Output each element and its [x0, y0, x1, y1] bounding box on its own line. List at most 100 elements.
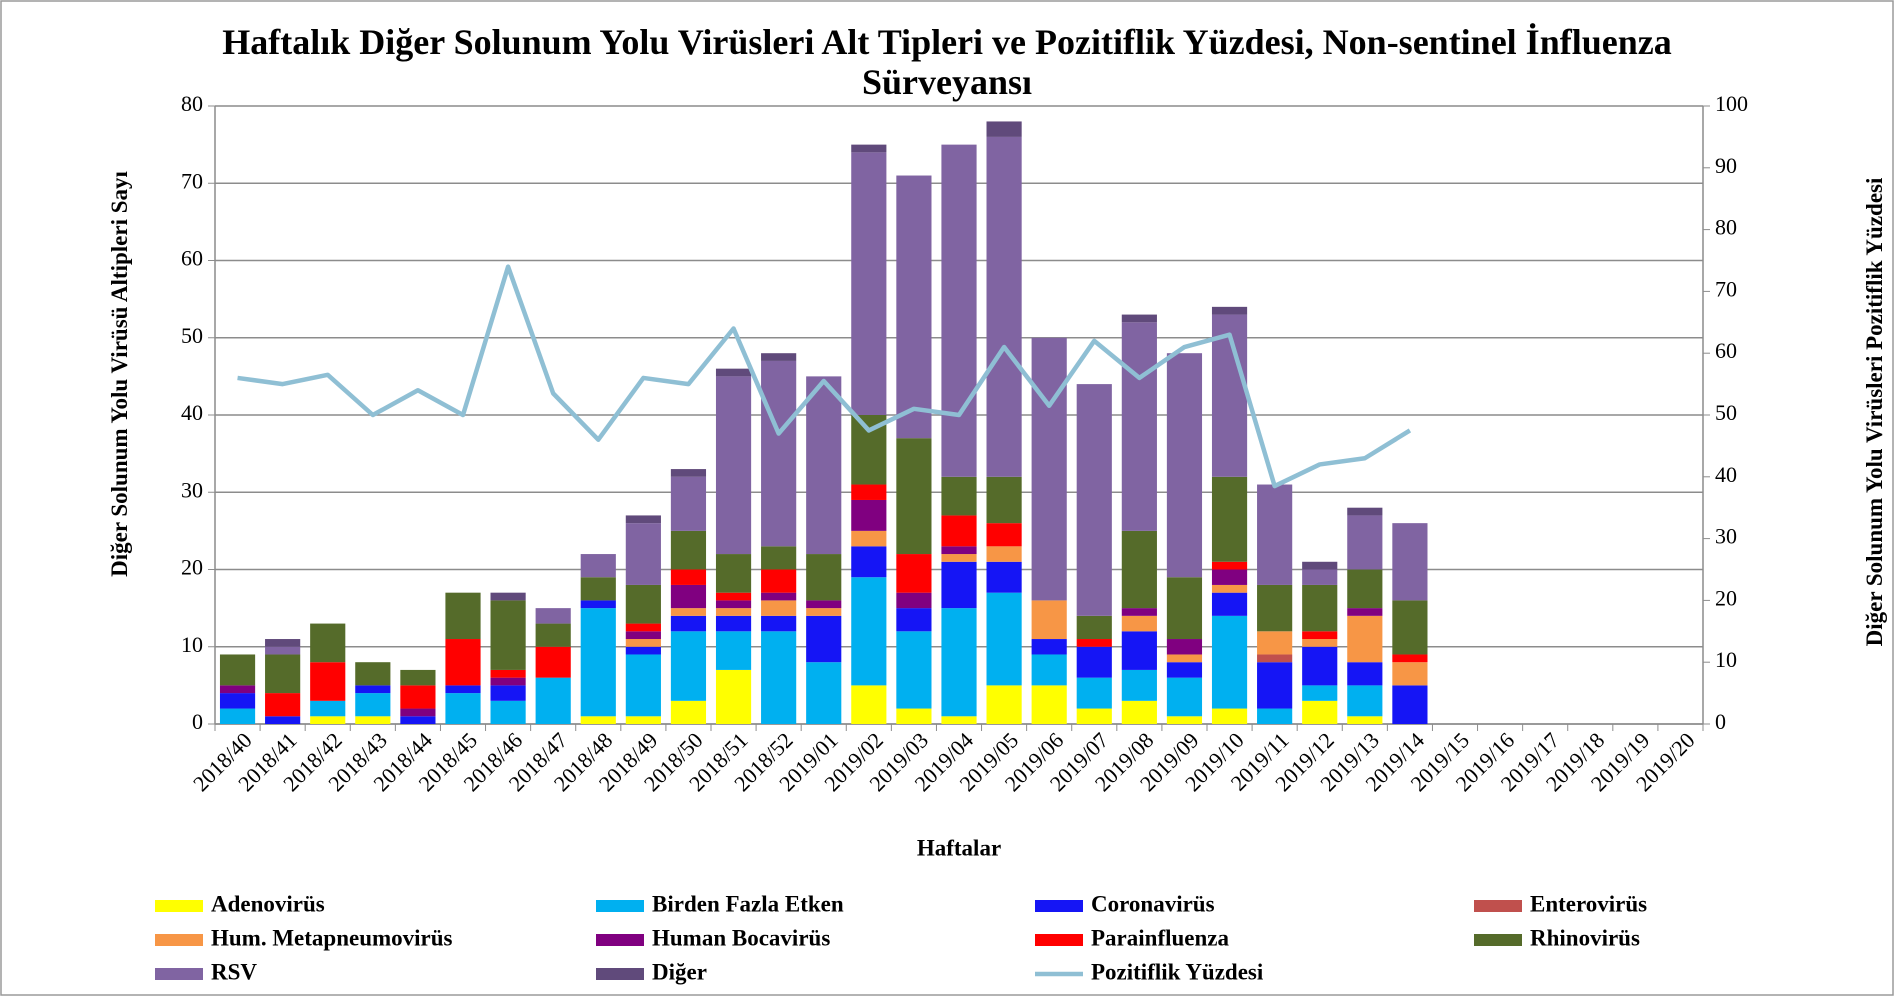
bar-segment	[1121, 530, 1157, 609]
bar-segment	[1211, 592, 1248, 616]
bar-segment	[1392, 523, 1428, 601]
bar-segment	[400, 669, 436, 686]
bar-segment	[1121, 631, 1157, 670]
bar-segment	[670, 631, 707, 701]
bar-segment	[896, 631, 932, 709]
bar-segment	[896, 608, 932, 632]
bar-segment	[851, 577, 887, 686]
y-tick-label: 0	[192, 709, 203, 734]
bar-segment	[1347, 515, 1383, 570]
bar-segment	[265, 639, 301, 647]
bar-segment	[580, 608, 616, 717]
bar-segment	[1211, 584, 1248, 593]
bar-segment	[896, 175, 932, 439]
bar-segment	[715, 669, 752, 724]
bar-segment	[535, 646, 571, 678]
bar-segment	[941, 476, 977, 516]
bar-segment	[400, 716, 436, 724]
bar-segment	[761, 615, 797, 632]
bar-segment	[941, 144, 977, 477]
bar-segment	[535, 677, 571, 724]
bar-segment	[851, 144, 887, 153]
bar-segment	[310, 623, 346, 663]
bar-segment	[1347, 507, 1383, 516]
bar-segment	[1121, 608, 1157, 616]
bar-segment	[310, 662, 346, 701]
bar-segment	[400, 708, 436, 717]
legend-swatch	[155, 968, 203, 980]
bar-segment	[625, 631, 661, 640]
y-tick-label: 30	[181, 477, 203, 502]
bar-segment	[1076, 639, 1112, 647]
legend-label: Birden Fazla Etken	[652, 891, 844, 916]
bar-segment	[715, 600, 752, 609]
y2-tick-label: 70	[1715, 276, 1737, 301]
bar-segment	[896, 554, 932, 593]
bar-segment	[761, 353, 797, 361]
bar-segment	[986, 546, 1022, 562]
legend-label: Parainfluenza	[1091, 925, 1229, 950]
bar-segment	[1211, 476, 1248, 562]
y2-tick-label: 50	[1715, 400, 1737, 425]
bar-segment	[490, 685, 526, 701]
bar-segment	[490, 669, 526, 678]
bar-segment	[219, 685, 256, 694]
bar-segment	[355, 685, 391, 694]
bar-segment	[1347, 662, 1383, 686]
legend-label: Coronavirüs	[1091, 891, 1215, 916]
bar-segment	[1257, 654, 1293, 663]
bar-segment	[670, 530, 707, 570]
bar-segment	[445, 639, 481, 686]
bar-segment	[986, 685, 1022, 724]
bar-segment	[1166, 677, 1203, 717]
bar-segment	[1257, 708, 1293, 724]
legend-swatch	[155, 900, 203, 912]
bar-segment	[625, 646, 661, 655]
bar-segment	[941, 608, 977, 717]
bar-segment	[1166, 353, 1203, 578]
legend-label: Diğer	[652, 959, 707, 984]
bar-segment	[806, 608, 842, 616]
bar-segment	[851, 546, 887, 578]
x-axis-label: Haftalar	[917, 835, 1001, 860]
bar-segment	[806, 662, 842, 724]
bar-segment	[1302, 631, 1338, 640]
bar-segment	[670, 700, 707, 724]
bar-segment	[355, 662, 391, 686]
bar-segment	[355, 693, 391, 717]
bar-segment	[761, 546, 797, 570]
bar-segment	[1302, 569, 1338, 585]
bar-segment	[1347, 608, 1383, 616]
bar-segment	[219, 654, 256, 686]
bar-segment	[1347, 569, 1383, 609]
bar-segment	[1121, 314, 1157, 323]
bar-segment	[265, 654, 301, 694]
bar-segment	[1392, 654, 1428, 663]
legend-swatch	[1474, 900, 1522, 912]
bar-segment	[851, 152, 887, 415]
bar-segment	[580, 577, 616, 601]
bar-segment	[1166, 639, 1203, 655]
bar-segment	[986, 476, 1022, 524]
bar-segment	[715, 554, 752, 593]
bar-segment	[896, 708, 932, 724]
bar-segment	[1031, 654, 1067, 686]
bar-segment	[941, 561, 977, 609]
bar-segment	[445, 693, 481, 724]
bar-segment	[851, 530, 887, 547]
legend-label: Human Bocavirüs	[652, 925, 830, 950]
bar-segment	[1211, 569, 1248, 585]
bar-segment	[715, 368, 752, 377]
bar-segment	[851, 499, 887, 531]
bar-segment	[580, 554, 616, 578]
bar-segment	[1211, 615, 1248, 709]
y-axis-label: Diğer Solunum Yolu Virüsü Altipleri Sayı	[107, 171, 132, 577]
bar-segment	[1166, 654, 1203, 663]
bar-segment	[1121, 700, 1157, 724]
bar-segment	[806, 615, 842, 663]
bar-segment	[625, 716, 661, 724]
bar-segment	[625, 584, 661, 624]
y2-tick-label: 60	[1715, 338, 1737, 363]
bar-segment	[761, 592, 797, 601]
